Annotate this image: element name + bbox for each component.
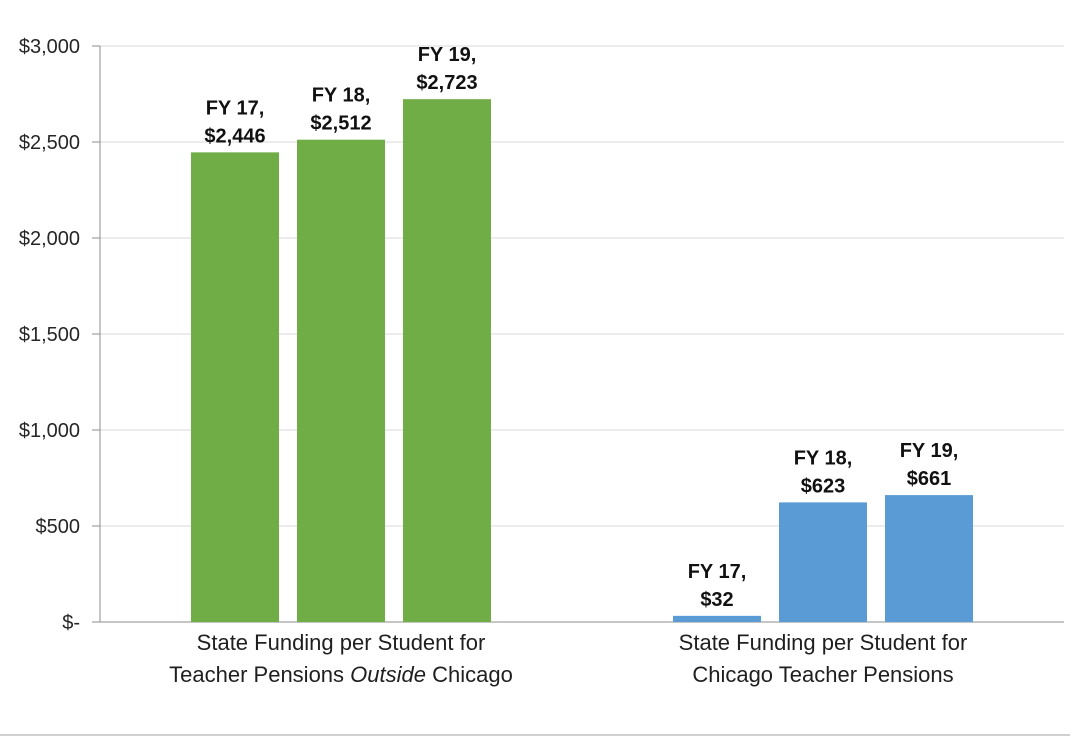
data-label-year: FY 19, [418,44,477,66]
y-tick-label: $3,000 [19,36,80,58]
data-label-value: $661 [907,468,952,490]
bar [885,495,973,622]
y-axis-ticks: $- $500 $1,000 $1,500 $2,000 $2,500 $3,000 [19,36,100,634]
bar [779,502,867,622]
category-labels: State Funding per Student for Teacher Pen… [169,630,967,687]
y-tick-label: $1,500 [19,324,80,346]
data-labels: FY 17, $2,446 FY 18, $2,512 FY 19, $2,723 FY 1… [204,44,958,611]
category-label-line1: State Funding per Student for [197,630,486,655]
category-label-line2: Teacher Pensions Outside Chicago [169,662,513,687]
data-label-value: $2,512 [310,113,371,135]
bar [403,99,491,622]
data-label-year: FY 18, [794,447,853,469]
bar [297,139,385,623]
data-label-year: FY 17, [206,97,265,119]
y-tick-label: $1,000 [19,420,80,442]
category-label-line1: State Funding per Student for [679,630,968,655]
y-tick-label: $2,000 [19,228,80,250]
y-tick-label: $500 [36,516,81,538]
y-tick-label: $2,500 [19,132,80,154]
y-tick-label: $- [62,612,80,634]
category-label-line2: Chicago Teacher Pensions [692,662,953,687]
bar [191,152,279,623]
bottom-divider [0,734,1070,736]
data-label-year: FY 19, [900,440,959,462]
bars [191,99,973,623]
bar [673,615,761,622]
data-label-value: $32 [700,589,733,611]
data-label-year: FY 18, [312,85,371,107]
data-label-value: $623 [801,475,846,497]
data-label-value: $2,446 [204,125,265,147]
data-label-year: FY 17, [688,561,747,583]
data-label-value: $2,723 [416,72,477,94]
